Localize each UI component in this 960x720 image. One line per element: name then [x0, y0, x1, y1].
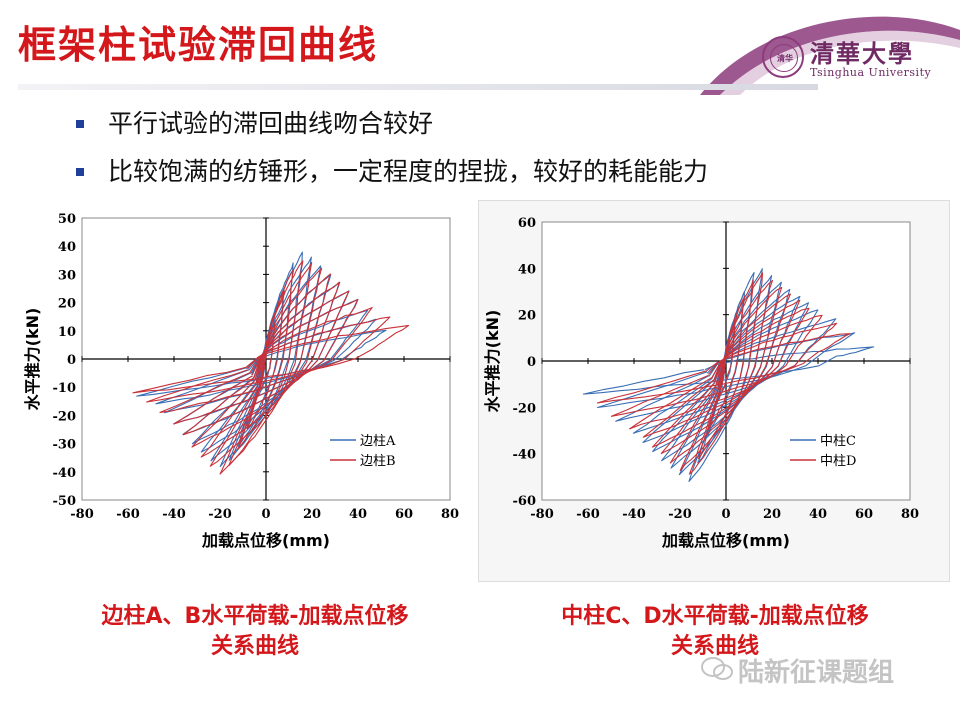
hysteresis-loop	[632, 309, 819, 434]
hysteresis-loop	[651, 299, 801, 448]
right-caption-line1: 中柱C、D水平荷载-加载点位移	[561, 604, 869, 629]
y-tick-label: 40	[58, 240, 76, 255]
y-tick-label: -40	[53, 466, 77, 481]
left-caption-line2: 关系曲线	[210, 634, 299, 659]
y-tick-label: 50	[58, 212, 76, 227]
title-divider	[18, 84, 818, 90]
hysteresis-loop	[146, 316, 391, 403]
hysteresis-loop	[707, 296, 746, 431]
tsinghua-seal-icon: 清华	[762, 36, 804, 78]
chart-1-group: -80 -60 -40 -20 0 20 40 60 80-60-40-200204060加载点…	[483, 216, 919, 550]
y-tick-label: 0	[527, 355, 536, 370]
hysteresis-loop	[132, 324, 410, 394]
y-tick-label: 10	[58, 325, 76, 340]
y-tick-label: -30	[53, 438, 77, 453]
logo-english-name: Tsinghua University	[810, 66, 932, 79]
hysteresis-loop	[182, 290, 350, 436]
x-tick-label: -80	[70, 507, 94, 522]
legend-label: 边柱B	[360, 454, 396, 469]
bullet-square-icon	[76, 168, 84, 176]
y-tick-label: -20	[53, 409, 77, 424]
hysteresis-loop	[597, 332, 856, 409]
bullet-square-icon	[76, 120, 84, 128]
y-axis-label: 水平推力(kN)	[483, 310, 502, 413]
hysteresis-loop	[615, 318, 837, 422]
y-tick-label: -40	[513, 448, 537, 463]
seal-text: 清华	[777, 54, 793, 63]
x-axis-label: 加载点位移(mm)	[661, 531, 790, 550]
x-tick-label: -20	[668, 507, 692, 522]
y-tick-label: -10	[53, 381, 77, 396]
x-tick-label: 20	[763, 507, 781, 522]
hysteresis-loop	[136, 329, 387, 397]
hysteresis-loop	[596, 333, 851, 404]
y-tick-label: -20	[513, 401, 537, 416]
hysteresis-loop	[173, 298, 359, 425]
x-tick-label: -40	[622, 507, 646, 522]
x-tick-label: -60	[116, 507, 140, 522]
hysteresis-loop	[661, 288, 791, 462]
hysteresis-loop	[219, 261, 313, 475]
bullet-text: 比较饱满的纺锤形，一定程度的捏拢，较好的耗能能力	[108, 157, 709, 186]
y-tick-label: -60	[513, 494, 537, 509]
left-chart-caption: 边柱A、B水平荷载-加载点位移 关系曲线	[40, 602, 470, 662]
legend-label: 中柱C	[820, 434, 856, 449]
watermark-text: 陆新征课题组	[738, 658, 895, 688]
legend-label: 边柱A	[360, 434, 396, 449]
x-tick-label: 0	[721, 507, 730, 522]
x-tick-label: 40	[349, 507, 367, 522]
slide-title: 框架柱试验滞回曲线	[18, 23, 379, 67]
hysteresis-loop	[610, 322, 838, 417]
right-chart-caption: 中柱C、D水平荷载-加载点位移 关系曲线	[500, 602, 930, 662]
left-caption-line1: 边柱A、B水平荷载-加载点位移	[101, 604, 409, 629]
chart-0-group: -80 -60 -40 -20 0 20 40 60 80 -50 -40 -30 -20 -10 0 10 2…	[23, 212, 459, 550]
x-tick-label: 60	[395, 507, 413, 522]
wechat-icon	[701, 657, 733, 680]
x-tick-label: -60	[576, 507, 600, 522]
y-tick-label: 60	[518, 216, 536, 231]
hysteresis-loop	[159, 307, 373, 413]
series-中柱D	[596, 272, 851, 475]
hysteresis-loop	[642, 307, 810, 438]
x-tick-label: 80	[441, 507, 459, 522]
series-边柱B	[132, 260, 410, 475]
legend-label: 中柱D	[820, 454, 856, 469]
logo-chinese-name: 清華大學	[810, 39, 914, 68]
x-tick-label: 0	[261, 507, 270, 522]
y-tick-label: 30	[58, 268, 76, 283]
hysteresis-loop	[237, 268, 295, 450]
y-tick-label: 0	[67, 353, 76, 368]
hysteresis-loop	[209, 267, 323, 467]
tsinghua-logo: 清华 清華大學 Tsinghua University	[762, 34, 932, 84]
hysteresis-loop	[200, 273, 331, 458]
hysteresis-loop	[191, 281, 340, 448]
x-axis-label: 加载点位移(mm)	[201, 531, 330, 550]
bullet-text: 平行试验的滞回曲线吻合较好	[108, 109, 434, 138]
hysteresis-loop	[679, 279, 774, 472]
x-tick-label: 40	[809, 507, 827, 522]
x-tick-label: 20	[303, 507, 321, 522]
x-tick-label: -20	[208, 507, 232, 522]
y-tick-label: 40	[518, 262, 536, 277]
y-tick-label: 20	[58, 297, 76, 312]
hysteresis-loop	[669, 286, 783, 464]
x-tick-label: -80	[530, 507, 554, 522]
y-axis-label: 水平推力(kN)	[23, 308, 42, 411]
hysteresis-loop	[629, 314, 823, 430]
y-tick-label: 20	[518, 309, 536, 324]
x-tick-label: 80	[901, 507, 919, 522]
x-tick-label: 60	[855, 507, 873, 522]
hysteresis-loop	[688, 272, 764, 475]
right-caption-line2: 关系曲线	[670, 634, 759, 659]
x-tick-label: -40	[162, 507, 186, 522]
hysteresis-loop	[582, 346, 875, 395]
y-tick-label: -50	[53, 494, 77, 509]
